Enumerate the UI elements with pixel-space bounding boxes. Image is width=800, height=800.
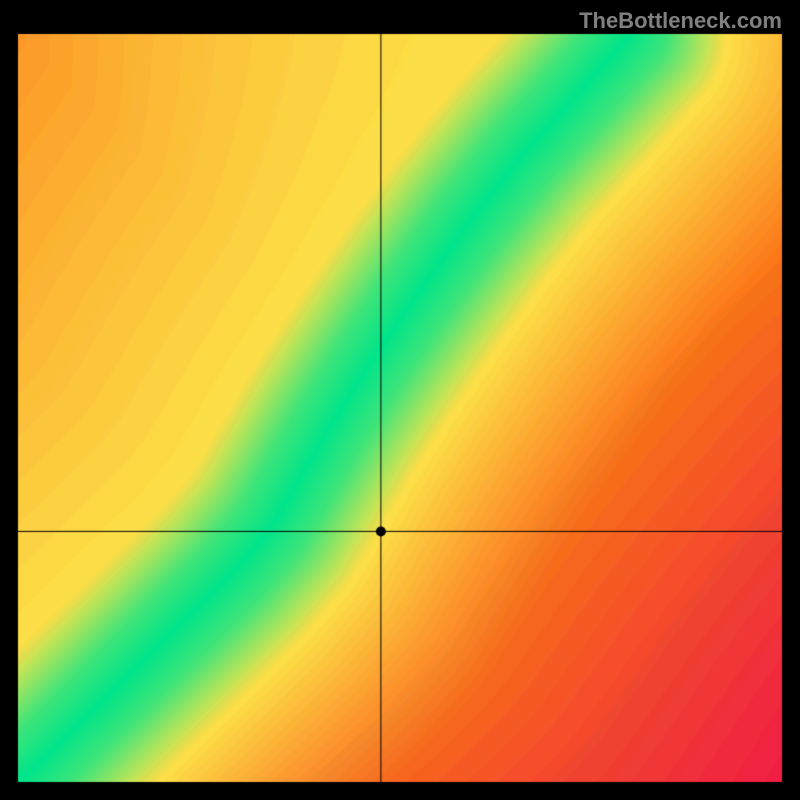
watermark-text: TheBottleneck.com	[579, 8, 782, 34]
chart-container: TheBottleneck.com	[0, 0, 800, 800]
heatmap-canvas	[0, 0, 800, 800]
